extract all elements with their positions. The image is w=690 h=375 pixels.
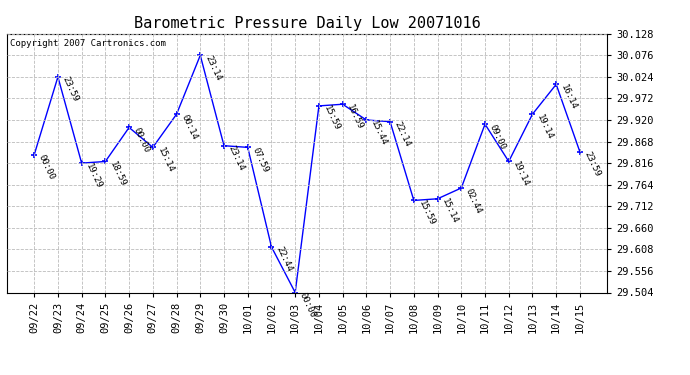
Text: 19:29: 19:29: [84, 162, 104, 190]
Text: 07:59: 07:59: [250, 146, 270, 174]
Text: 22:44: 22:44: [274, 246, 294, 274]
Text: 22:14: 22:14: [393, 120, 413, 148]
Text: 23:14: 23:14: [227, 144, 246, 172]
Text: 18:59: 18:59: [108, 160, 128, 188]
Title: Barometric Pressure Daily Low 20071016: Barometric Pressure Daily Low 20071016: [134, 16, 480, 31]
Text: 00:14: 00:14: [179, 113, 199, 141]
Text: 23:59: 23:59: [61, 75, 80, 104]
Text: 23:14: 23:14: [203, 54, 223, 82]
Text: 19:14: 19:14: [511, 160, 531, 188]
Text: 16:59: 16:59: [346, 103, 365, 131]
Text: 15:59: 15:59: [322, 105, 342, 133]
Text: 15:44: 15:44: [369, 118, 388, 147]
Text: 15:14: 15:14: [440, 197, 460, 225]
Text: 00:00: 00:00: [132, 126, 151, 154]
Text: 00:00: 00:00: [298, 291, 317, 319]
Text: 09:00: 09:00: [488, 123, 507, 151]
Text: Copyright 2007 Cartronics.com: Copyright 2007 Cartronics.com: [10, 39, 166, 48]
Text: 02:44: 02:44: [464, 187, 484, 215]
Text: 16:14: 16:14: [559, 83, 578, 111]
Text: 23:59: 23:59: [582, 150, 602, 179]
Text: 15:59: 15:59: [417, 199, 436, 227]
Text: 00:00: 00:00: [37, 153, 57, 182]
Text: 19:14: 19:14: [535, 113, 555, 141]
Text: 15:14: 15:14: [156, 146, 175, 174]
